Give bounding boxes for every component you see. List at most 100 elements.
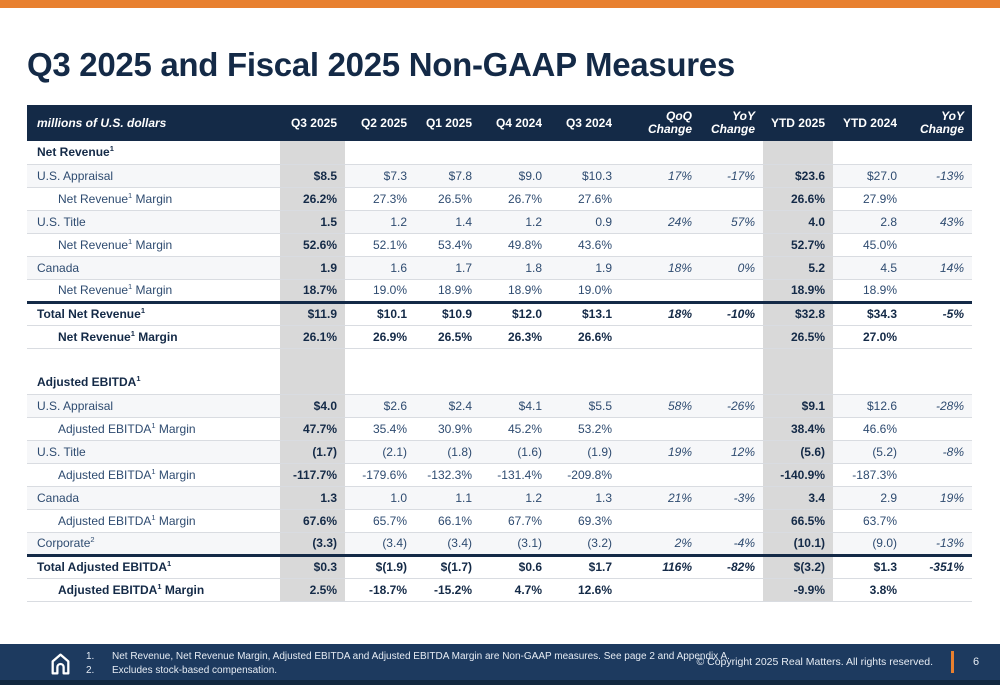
footnote-1-number: 1. bbox=[86, 651, 95, 662]
cell bbox=[700, 141, 763, 165]
cell bbox=[620, 463, 700, 487]
column-header: Q2 2025 bbox=[345, 105, 415, 141]
cell: 26.5% bbox=[763, 325, 833, 349]
cell bbox=[700, 417, 763, 441]
column-header: YTD 2024 bbox=[833, 105, 905, 141]
cell: 27.0% bbox=[833, 325, 905, 349]
cell: 53.2% bbox=[550, 417, 620, 441]
cell: $34.3 bbox=[833, 300, 905, 326]
cell: 19.0% bbox=[345, 279, 415, 303]
margin-row: Adjusted EBITDA1 Margin 47.7% 35.4% 30.9% 45… bbox=[27, 417, 972, 441]
cell bbox=[700, 279, 763, 303]
cell: (5.2) bbox=[833, 440, 905, 464]
cell bbox=[763, 141, 833, 165]
cell: -132.3% bbox=[415, 463, 480, 487]
cell bbox=[905, 417, 972, 441]
cell: 1.2 bbox=[345, 210, 415, 234]
cell: $2.6 bbox=[345, 394, 415, 418]
cell: (1.7) bbox=[280, 440, 345, 464]
cell: $10.3 bbox=[550, 164, 620, 188]
cell: 1.1 bbox=[415, 486, 480, 510]
cell: $27.0 bbox=[833, 164, 905, 188]
cell: 24% bbox=[620, 210, 700, 234]
cell bbox=[550, 141, 620, 165]
cell: 67.6% bbox=[280, 509, 345, 533]
cell bbox=[620, 279, 700, 303]
cell: 45.0% bbox=[833, 233, 905, 257]
cell: $8.5 bbox=[280, 164, 345, 188]
margin-row: Net Revenue1 Margin 18.7% 19.0% 18.9% 18.9% 1… bbox=[27, 279, 972, 303]
row-label: Canada bbox=[27, 256, 280, 280]
cell: 43% bbox=[905, 210, 972, 234]
column-header: Q4 2024 bbox=[480, 105, 550, 141]
cell: 1.6 bbox=[345, 256, 415, 280]
cell: 19% bbox=[620, 440, 700, 464]
cell bbox=[620, 578, 700, 602]
cell: 2% bbox=[620, 532, 700, 556]
cell bbox=[700, 463, 763, 487]
non-gaap-measures-table: millions of U.S. dollars Q3 2025 Q2 2025 Q1… bbox=[27, 105, 972, 602]
total-margin-row: Net Revenue1 Margin 26.1% 26.9% 26.5% 26.3% 2… bbox=[27, 325, 972, 349]
cell bbox=[700, 187, 763, 211]
cell: 35.4% bbox=[345, 417, 415, 441]
cell bbox=[700, 233, 763, 257]
cell: -187.3% bbox=[833, 463, 905, 487]
cell: -209.8% bbox=[550, 463, 620, 487]
margin-row: Net Revenue1 Margin 26.2% 27.3% 26.5% 26.7% 2… bbox=[27, 187, 972, 211]
cell: 57% bbox=[700, 210, 763, 234]
cell bbox=[905, 578, 972, 602]
footnote-1: 1. Net Revenue, Net Revenue Margin, Adju… bbox=[86, 650, 730, 664]
cell: 18.9% bbox=[763, 279, 833, 303]
cell: -13% bbox=[905, 164, 972, 188]
cell: (3.2) bbox=[550, 532, 620, 556]
cell: $12.0 bbox=[480, 300, 550, 326]
cell bbox=[620, 417, 700, 441]
cell bbox=[620, 325, 700, 349]
cell bbox=[905, 279, 972, 303]
row-label bbox=[27, 348, 280, 371]
cell bbox=[480, 371, 550, 395]
cell: (2.1) bbox=[345, 440, 415, 464]
cell: 26.6% bbox=[550, 325, 620, 349]
cell: $10.1 bbox=[345, 300, 415, 326]
data-row: Canada 1.9 1.6 1.7 1.8 1.9 18% 0% 5.2 4.5 14% bbox=[27, 256, 972, 280]
cell bbox=[620, 371, 700, 395]
cell bbox=[415, 141, 480, 165]
cell: 66.5% bbox=[763, 509, 833, 533]
real-matters-house-logo-icon bbox=[51, 653, 70, 675]
cell: (1.6) bbox=[480, 440, 550, 464]
copyright-text: © Copyright 2025 Real Matters. All right… bbox=[696, 656, 933, 668]
cell: 49.8% bbox=[480, 233, 550, 257]
total-row: Total Adjusted EBITDA1 $0.3 $(1.9) $(1.7) $0… bbox=[27, 553, 972, 579]
cell bbox=[833, 141, 905, 165]
cell: 1.7 bbox=[415, 256, 480, 280]
page-number: 6 bbox=[972, 656, 980, 668]
cell bbox=[700, 509, 763, 533]
cell bbox=[345, 371, 415, 395]
data-row: Canada 1.3 1.0 1.1 1.2 1.3 21% -3% 3.4 2.9 19% bbox=[27, 486, 972, 510]
data-row: U.S. Appraisal $8.5 $7.3 $7.8 $9.0 $10.3 17% -1… bbox=[27, 164, 972, 188]
cell: 1.3 bbox=[280, 486, 345, 510]
cell bbox=[620, 509, 700, 533]
cell: 26.9% bbox=[345, 325, 415, 349]
cell: 26.5% bbox=[415, 325, 480, 349]
cell: $(3.2) bbox=[763, 553, 833, 579]
cell: $9.0 bbox=[480, 164, 550, 188]
cell: 26.5% bbox=[415, 187, 480, 211]
margin-row: Net Revenue1 Margin 52.6% 52.1% 53.4% 49.8% 4… bbox=[27, 233, 972, 257]
cell: -5% bbox=[905, 300, 972, 326]
cell bbox=[280, 371, 345, 395]
footer-divider bbox=[951, 651, 954, 673]
cell bbox=[763, 348, 833, 371]
cell: 4.5 bbox=[833, 256, 905, 280]
footnote-1-text: Net Revenue, Net Revenue Margin, Adjuste… bbox=[112, 651, 730, 662]
cell: 1.5 bbox=[280, 210, 345, 234]
row-label: U.S. Appraisal bbox=[27, 394, 280, 418]
column-header: Q3 2025 bbox=[280, 105, 345, 141]
cell: -4% bbox=[700, 532, 763, 556]
cell bbox=[620, 233, 700, 257]
unit-label: millions of U.S. dollars bbox=[27, 105, 280, 141]
cell: -8% bbox=[905, 440, 972, 464]
cell: -13% bbox=[905, 532, 972, 556]
cell: 14% bbox=[905, 256, 972, 280]
